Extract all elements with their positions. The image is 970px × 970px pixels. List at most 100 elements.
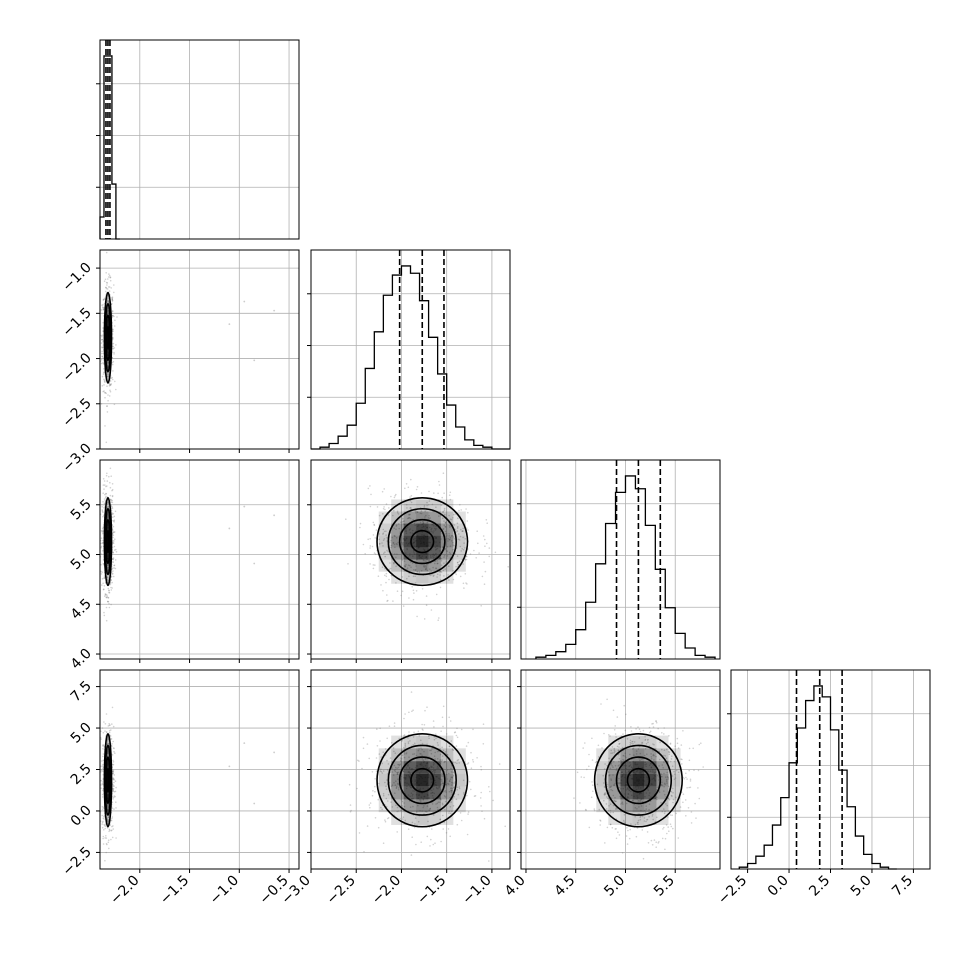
- scatter-point: [395, 787, 398, 789]
- scatter-point: [452, 774, 455, 777]
- scatter-point: [664, 848, 666, 851]
- scatter-point: [378, 533, 381, 535]
- scatter-point: [652, 818, 654, 821]
- scatter-point: [601, 747, 603, 749]
- scatter-point: [453, 524, 456, 526]
- scatter-point: [618, 772, 621, 774]
- scatter-point: [610, 749, 612, 752]
- scatter-point: [374, 564, 376, 566]
- scatter-point: [395, 537, 398, 539]
- scatter-point: [440, 564, 443, 566]
- histogram-panel-0: [96, 39, 300, 240]
- scatter-point: [112, 770, 115, 773]
- scatter-point: [391, 767, 393, 770]
- scatter-point: [616, 716, 619, 718]
- scatter-point: [112, 347, 114, 350]
- scatter-point: [393, 553, 396, 555]
- scatter-point: [412, 589, 415, 592]
- scatter-point: [104, 723, 107, 725]
- scatter-point: [689, 780, 692, 782]
- scatter-point: [107, 564, 109, 566]
- scatter-point: [610, 752, 612, 754]
- scatter-point: [419, 753, 421, 755]
- scatter-point: [629, 828, 631, 831]
- scatter-point: [689, 786, 692, 789]
- scatter-point: [107, 806, 109, 808]
- scatter-point: [396, 590, 399, 592]
- scatter-point: [104, 500, 106, 502]
- scatter-point: [419, 800, 422, 803]
- density-cell: [105, 331, 111, 344]
- contour-line: [105, 314, 111, 362]
- scatter-point: [634, 815, 636, 818]
- scatter-point: [393, 534, 396, 537]
- scatter-point: [449, 720, 452, 722]
- scatter-point: [348, 783, 351, 786]
- scatter-point: [111, 513, 114, 516]
- scatter-point: [103, 585, 106, 587]
- scatter-point: [395, 542, 398, 545]
- scatter-point: [369, 547, 371, 549]
- scatter-point: [438, 571, 441, 573]
- scatter-point: [109, 724, 111, 726]
- scatter-point: [103, 829, 105, 831]
- scatter-point: [609, 809, 612, 812]
- scatter-point: [105, 493, 107, 495]
- scatter-point: [416, 570, 419, 573]
- scatter-point: [667, 760, 669, 763]
- density-cell: [596, 761, 609, 774]
- scatter-point: [443, 562, 445, 564]
- scatter-point: [107, 841, 110, 844]
- scatter-point: [273, 751, 276, 754]
- scatter-point: [612, 794, 615, 797]
- scatter-point: [110, 589, 113, 591]
- scatter-point: [109, 276, 112, 278]
- scatter-point: [113, 545, 116, 548]
- scatter-point: [414, 569, 417, 572]
- scatter-point: [385, 503, 388, 505]
- panel-frame: [99, 459, 300, 660]
- scatter-point: [672, 792, 674, 794]
- scatter-point: [110, 499, 112, 502]
- scatter-point: [480, 605, 482, 607]
- scatter-point: [108, 385, 111, 387]
- scatter-point: [111, 807, 114, 809]
- scatter-point: [639, 800, 641, 802]
- scatter-point: [101, 506, 103, 508]
- scatter-point: [102, 755, 104, 758]
- scatter-point: [425, 568, 427, 570]
- scatter-point: [445, 521, 447, 524]
- scatter-point: [396, 785, 398, 788]
- scatter-point: [409, 806, 412, 808]
- scatter-point: [399, 817, 401, 820]
- scatter-point: [639, 730, 642, 733]
- scatter-point: [677, 837, 680, 839]
- scatter-point: [426, 805, 429, 807]
- scatter-point: [102, 582, 104, 585]
- scatter-point: [428, 504, 430, 506]
- scatter-point: [625, 835, 628, 837]
- density-cell: [403, 499, 417, 512]
- scatter-point: [358, 832, 361, 834]
- scatter-point: [667, 785, 670, 788]
- scatter-point: [675, 796, 677, 799]
- scatter-point: [404, 742, 407, 745]
- scatter-point: [393, 725, 396, 727]
- scatter-point: [369, 505, 372, 508]
- scatter-point: [618, 777, 620, 780]
- scatter-point: [447, 828, 450, 830]
- density-cell: [428, 748, 441, 762]
- scatter-point: [404, 565, 407, 568]
- scatter-point: [350, 809, 352, 812]
- scatter-point: [112, 789, 114, 791]
- scatter-point: [104, 827, 106, 830]
- scatter-point: [107, 366, 109, 368]
- scatter-point: [421, 757, 424, 760]
- scatter-point: [102, 588, 105, 591]
- scatter-point: [444, 526, 447, 528]
- density-cell: [391, 773, 404, 787]
- scatter-point: [111, 507, 114, 509]
- scatter-point: [111, 298, 113, 300]
- scatter-point: [414, 742, 416, 745]
- scatter-point: [100, 362, 103, 365]
